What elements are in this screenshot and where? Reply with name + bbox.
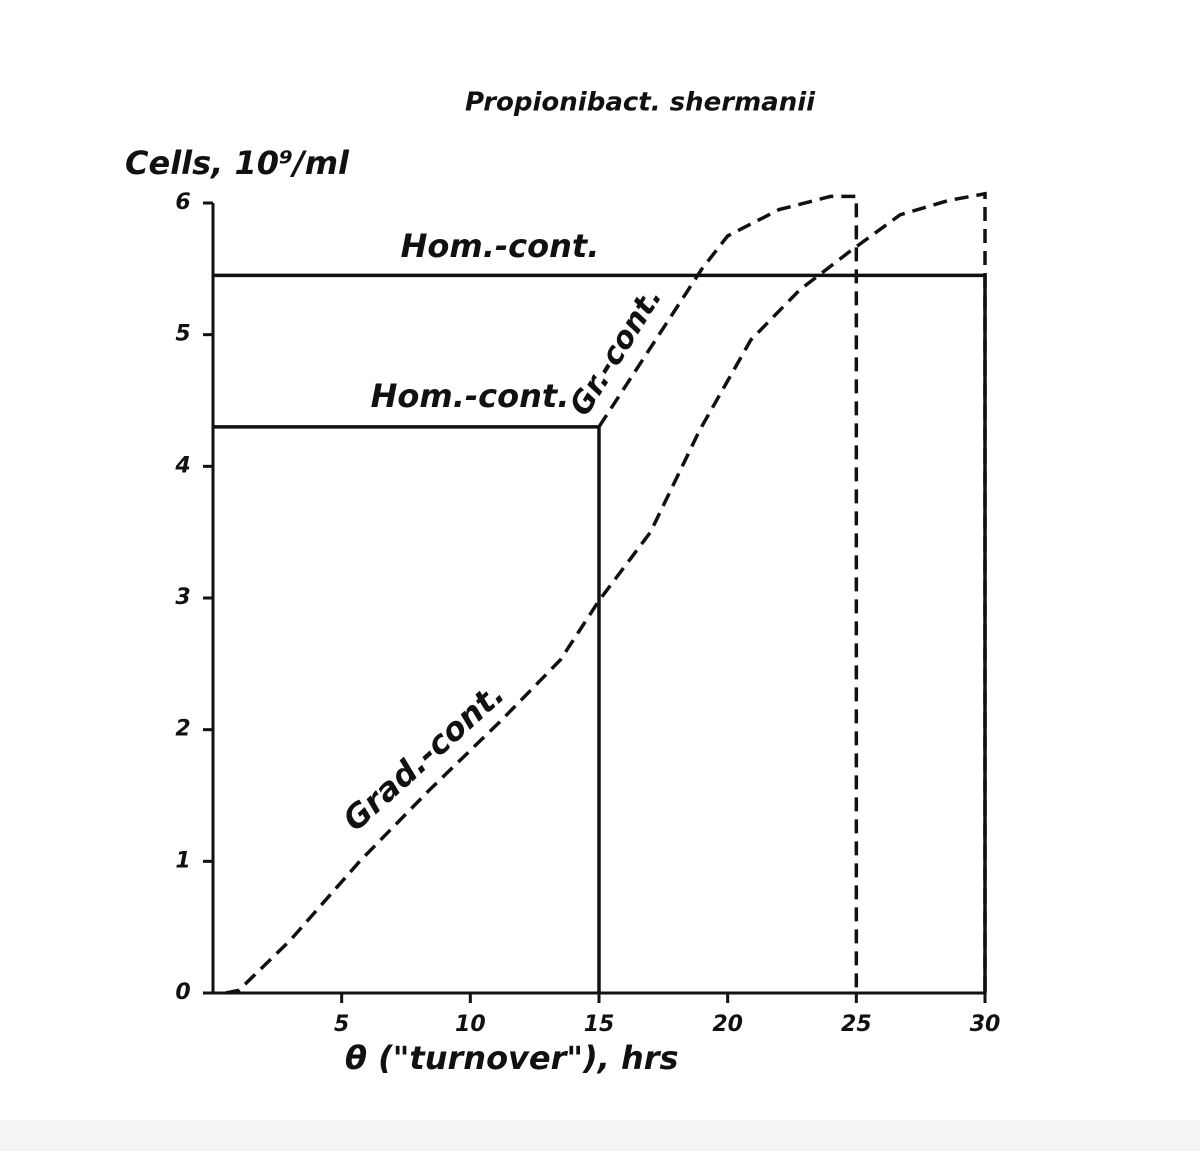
series-line bbox=[225, 191, 987, 995]
y-axis-label: Cells, 10⁹/ml bbox=[125, 144, 350, 182]
y-tick-label: 1 bbox=[175, 848, 190, 873]
x-tick-label: 30 bbox=[970, 1012, 1001, 1037]
series-label: Hom.-cont. bbox=[371, 377, 570, 415]
series-label: Hom.-cont. bbox=[401, 227, 600, 265]
y-tick-label: 0 bbox=[175, 980, 190, 1005]
y-tick-label: 5 bbox=[175, 322, 190, 347]
x-tick-label: 5 bbox=[334, 1012, 349, 1037]
x-tick-label: 10 bbox=[455, 1012, 486, 1037]
x-tick-label: 25 bbox=[841, 1012, 872, 1037]
chart-title: Propionibact. shermanii bbox=[465, 88, 816, 118]
x-tick-label: 20 bbox=[712, 1012, 743, 1037]
x-tick-label: 15 bbox=[584, 1012, 615, 1037]
y-tick-label: 6 bbox=[175, 190, 190, 215]
y-tick-label: 2 bbox=[175, 717, 190, 742]
y-tick-label: 4 bbox=[174, 453, 190, 478]
x-axis-label: θ ("turnover"), hrs bbox=[345, 1039, 679, 1077]
y-tick-label: 3 bbox=[175, 585, 190, 610]
series-line bbox=[597, 194, 859, 993]
